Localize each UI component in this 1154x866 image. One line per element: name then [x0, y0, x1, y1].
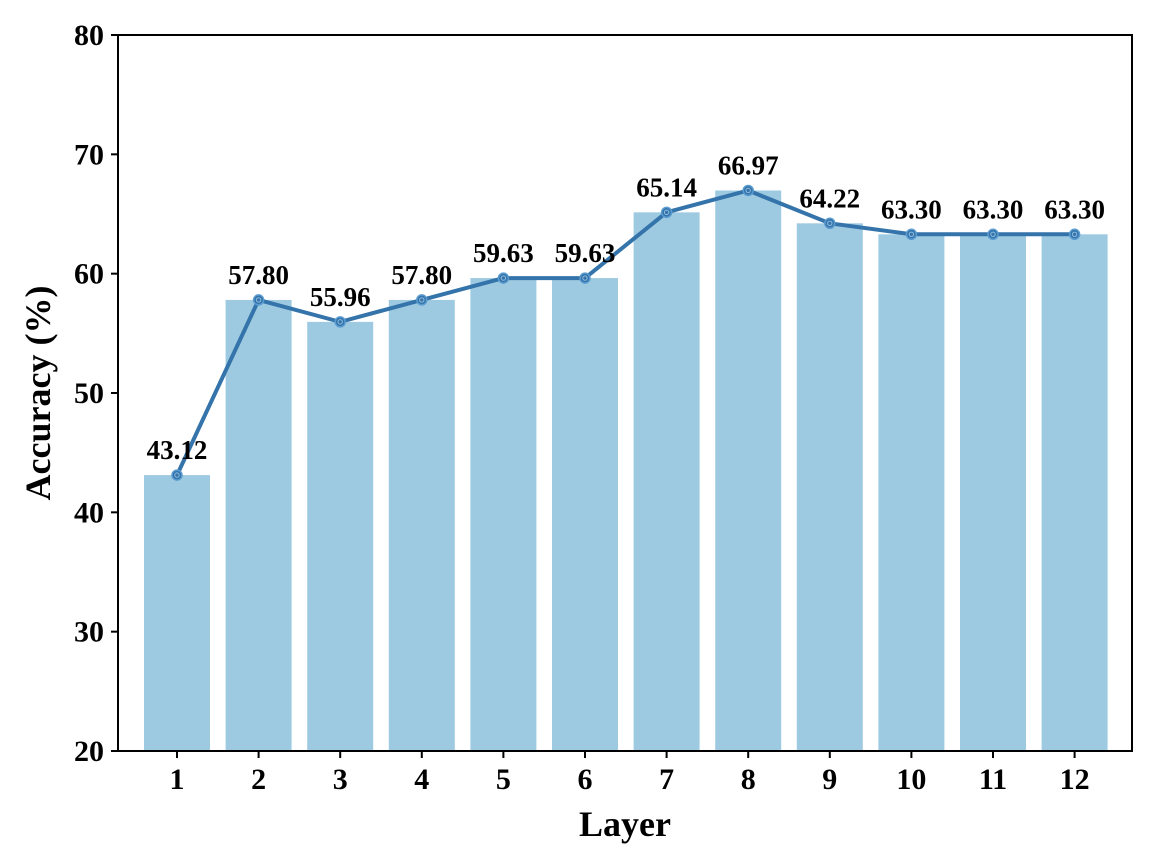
x-axis-title: Layer	[579, 804, 671, 844]
bar	[552, 278, 618, 751]
line-marker	[660, 206, 673, 219]
x-tick-label: 9	[822, 763, 837, 796]
line-marker-inner	[419, 297, 425, 303]
line-marker	[252, 294, 265, 306]
x-tick-label: 1	[170, 763, 185, 796]
data-label: 63.30	[881, 194, 942, 224]
data-label: 55.96	[310, 282, 371, 312]
x-tick-label: 7	[659, 763, 674, 796]
line-marker	[497, 272, 510, 284]
line-marker	[579, 272, 591, 284]
bar	[960, 234, 1026, 751]
x-tick-label: 3	[333, 763, 348, 796]
y-tick-label: 30	[74, 616, 104, 649]
x-tick-label: 10	[896, 763, 926, 796]
y-tick-label: 20	[74, 735, 104, 768]
data-label: 63.30	[1044, 194, 1105, 224]
y-tick-label: 50	[74, 377, 104, 410]
y-tick-label: 70	[74, 138, 104, 171]
data-label: 66.97	[718, 150, 779, 180]
line-marker-inner	[663, 209, 670, 216]
y-tick-label: 40	[74, 496, 104, 529]
x-tick-label: 12	[1060, 763, 1090, 796]
x-tick-label: 5	[496, 763, 511, 796]
y-axis-title: Accuracy (%)	[18, 286, 58, 501]
line-marker	[987, 228, 999, 241]
y-axis-ticks: 20 30 40 50 60 70 80	[74, 19, 118, 768]
accuracy-line	[175, 188, 1075, 476]
bar	[715, 190, 782, 751]
data-label: 59.63	[555, 238, 616, 268]
line-marker-inner	[255, 297, 262, 303]
x-tick-label: 2	[251, 763, 266, 796]
bar	[307, 321, 374, 751]
x-tick-label: 6	[578, 763, 593, 796]
line-marker-inner	[1071, 231, 1078, 237]
line-marker	[742, 184, 754, 197]
line-marker-inner	[745, 187, 751, 194]
line-marker	[824, 217, 836, 230]
data-label: 43.12	[147, 435, 208, 465]
x-tick-label: 8	[741, 763, 756, 796]
line-marker	[416, 294, 428, 306]
bar	[633, 212, 700, 751]
line-marker-inner	[582, 275, 588, 281]
bar	[878, 234, 945, 751]
line-marker-inner	[174, 472, 180, 478]
data-label: 57.80	[391, 260, 452, 290]
line-marker-inner	[908, 231, 915, 237]
line-marker-inner	[500, 275, 507, 281]
y-tick-label: 60	[74, 258, 104, 291]
x-tick-label: 11	[979, 763, 1007, 796]
line-marker	[905, 228, 918, 241]
bar	[225, 299, 292, 751]
bar	[796, 223, 863, 752]
data-label: 64.22	[799, 183, 860, 213]
data-label: 59.63	[473, 238, 534, 268]
bar	[470, 278, 537, 751]
x-tick-label: 4	[414, 763, 429, 796]
line-marker	[334, 316, 346, 328]
data-labels: 43.12 57.80 55.96 57.80 59.63 59.63 65.14 66.97…	[147, 150, 1105, 465]
data-label: 65.14	[636, 172, 697, 202]
bar	[144, 475, 210, 751]
x-axis-ticks: 1 2 3 4 5 6 7 8 9 10 11 12	[170, 751, 1090, 796]
bar-series	[144, 190, 1108, 752]
line-series	[171, 184, 1081, 481]
line-marker-inner	[337, 319, 343, 325]
line-marker	[1068, 228, 1081, 241]
bar	[388, 299, 455, 751]
y-tick-label: 80	[74, 19, 104, 52]
data-label: 63.30	[963, 194, 1024, 224]
data-label: 57.80	[228, 260, 289, 290]
line-marker-inner	[827, 220, 833, 227]
bar	[1041, 234, 1108, 751]
line-marker-inner	[990, 231, 996, 237]
line-marker	[171, 469, 183, 481]
